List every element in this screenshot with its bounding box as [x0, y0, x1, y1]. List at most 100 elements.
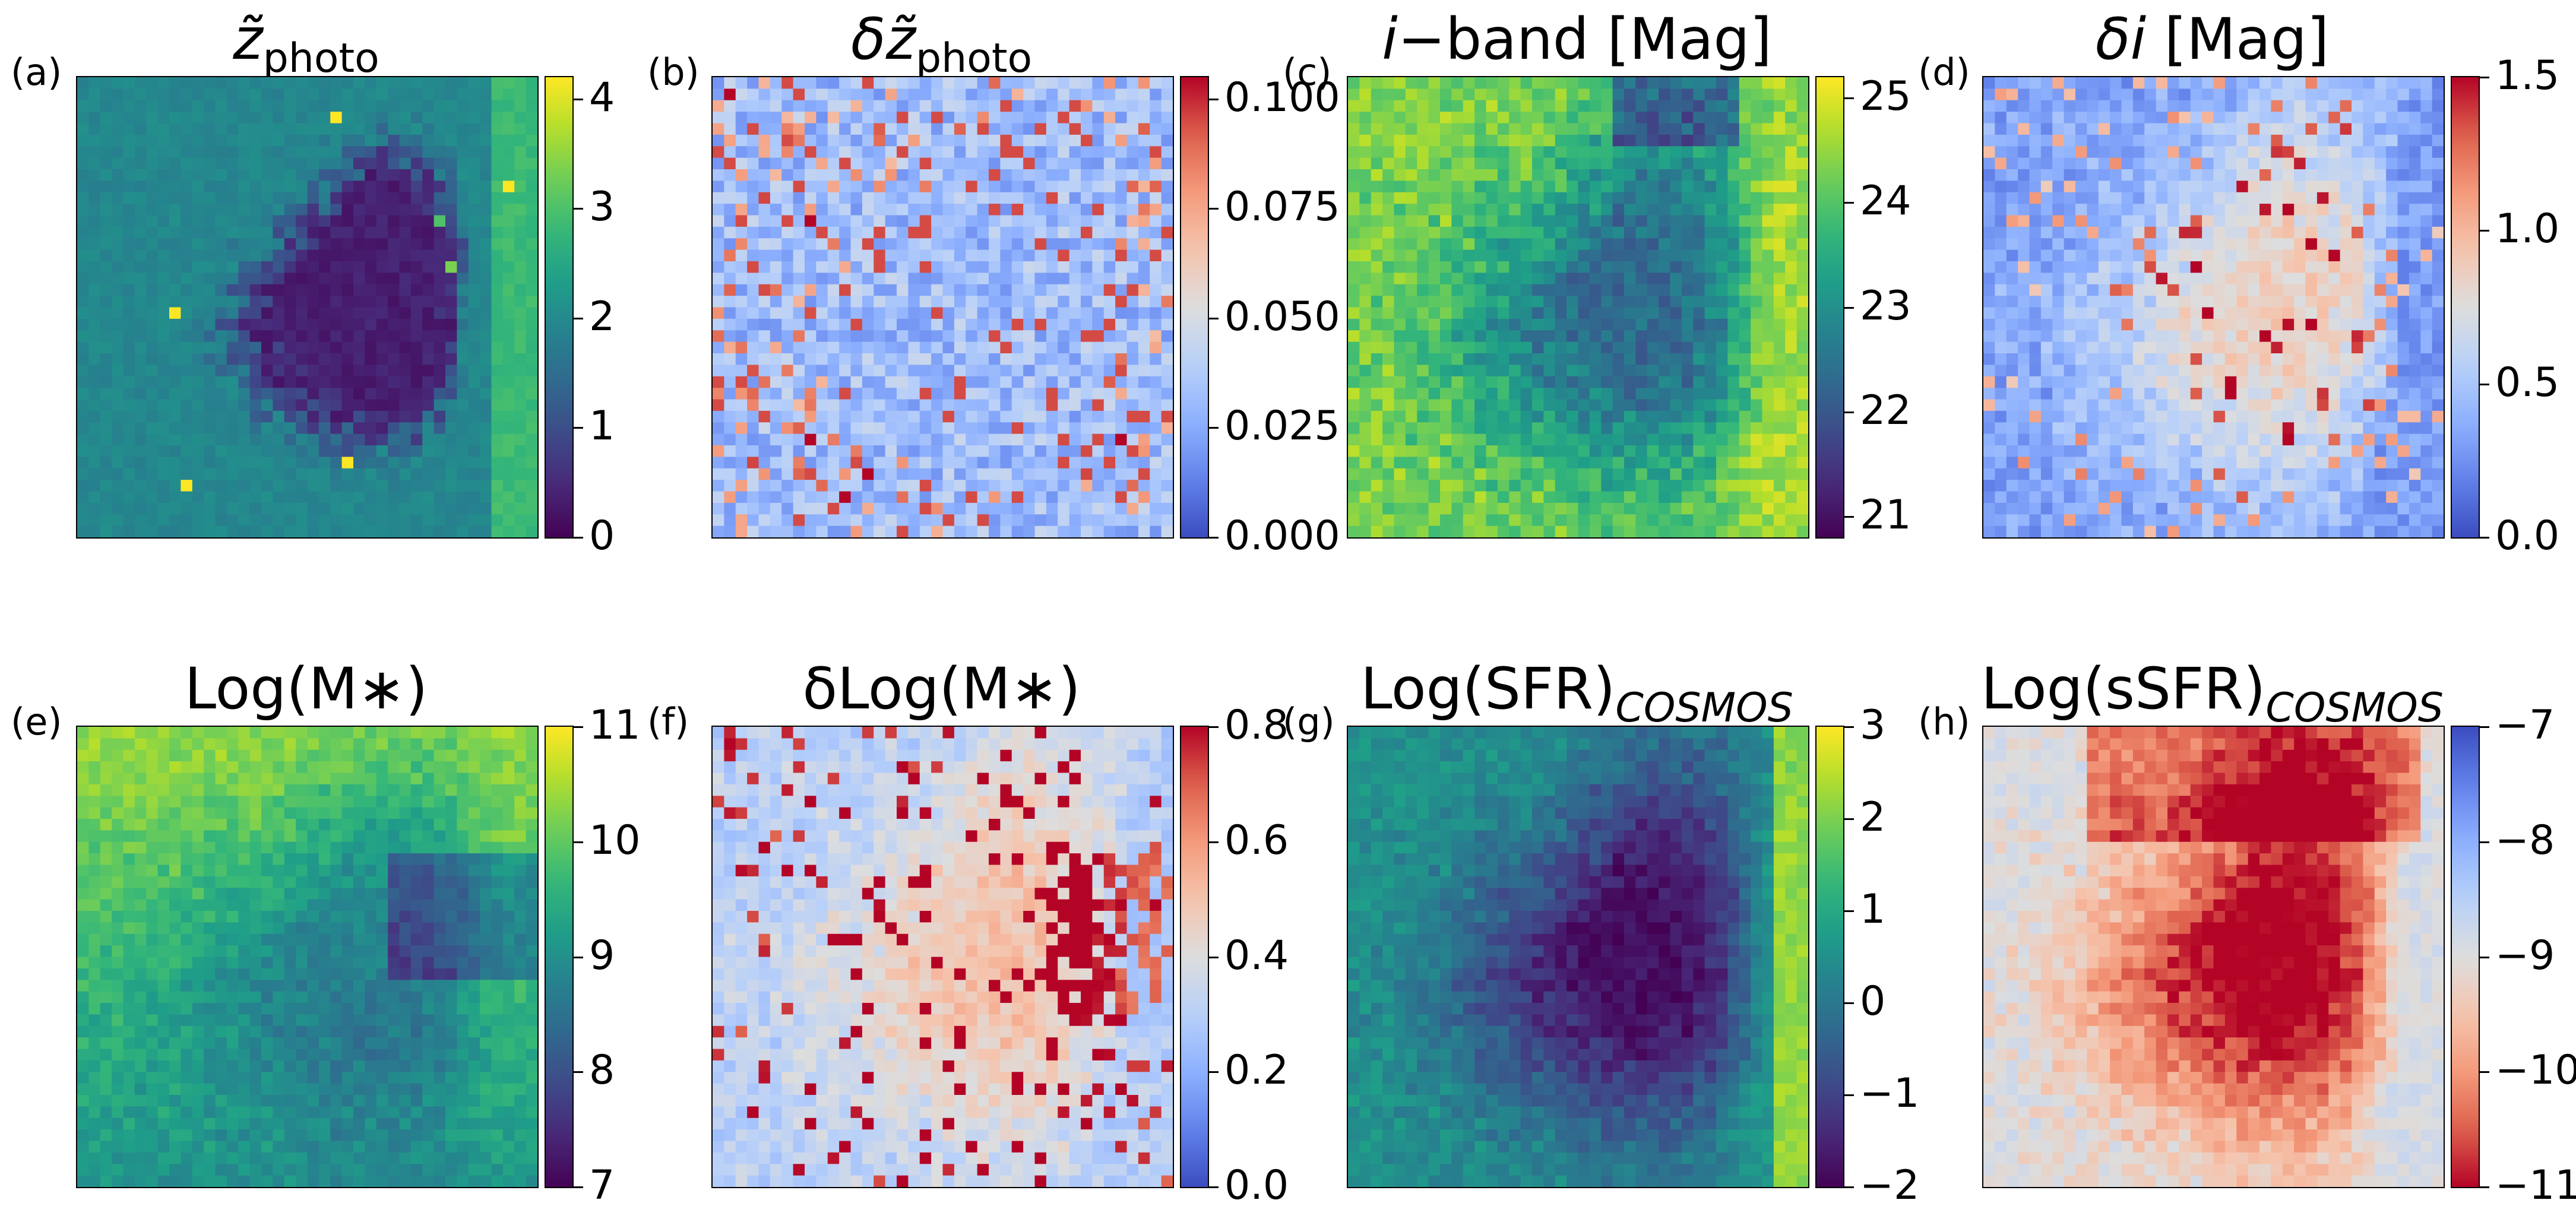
heatmap-cell [1138, 192, 1150, 204]
heatmap-cell [273, 525, 285, 537]
heatmap-cell [1762, 261, 1774, 273]
heatmap-cell [839, 353, 852, 365]
heatmap-cell [966, 480, 978, 492]
heatmap-cell [827, 422, 840, 435]
heatmap-cell [1727, 353, 1740, 365]
heatmap-cell [204, 341, 216, 354]
heatmap-cell [1394, 433, 1406, 446]
heatmap-cell [1011, 341, 1024, 354]
heatmap-cell [238, 284, 251, 296]
colorbar-tick-label: 0.025 [1224, 403, 1340, 450]
heatmap-cell [480, 88, 492, 101]
heatmap-cell [989, 365, 1001, 377]
heatmap-cell [1659, 353, 1671, 365]
heatmap-cell [805, 445, 817, 457]
heatmap-cell [468, 192, 480, 204]
heatmap-cell [2432, 77, 2444, 89]
heatmap-cell [758, 445, 771, 457]
heatmap-cell [181, 100, 193, 112]
heatmap-cell [966, 226, 978, 239]
heatmap-cell [399, 181, 412, 193]
heatmap-cell [770, 365, 782, 377]
heatmap-cell [215, 192, 227, 204]
heatmap-cell [1115, 192, 1128, 204]
heatmap-cell [954, 318, 966, 331]
heatmap-cell [181, 457, 193, 469]
heatmap-cell [2121, 77, 2134, 89]
heatmap-cell [989, 284, 1001, 296]
heatmap-cell [1635, 480, 1648, 492]
heatmap-cell [1693, 353, 1705, 365]
heatmap-cell [1382, 410, 1395, 423]
heatmap-cell [897, 169, 909, 181]
heatmap-cell [249, 365, 262, 377]
heatmap-cell [1578, 296, 1590, 308]
heatmap-cell [1751, 192, 1763, 204]
heatmap-cell [1497, 238, 1509, 251]
heatmap-cell [1520, 502, 1533, 515]
heatmap-cell [1520, 77, 1533, 89]
heatmap-cell [1601, 468, 1613, 480]
heatmap-cell [146, 157, 159, 170]
heatmap-cell [1785, 88, 1797, 101]
heatmap-cell [1463, 514, 1475, 527]
heatmap-cell [977, 249, 989, 262]
heatmap-cell [862, 307, 874, 319]
heatmap-cell [1509, 181, 1521, 193]
heatmap-cell [353, 399, 365, 411]
heatmap-cell [514, 261, 527, 273]
heatmap-cell [758, 192, 771, 204]
heatmap-cell [2179, 100, 2191, 112]
heatmap-cell [1348, 365, 1360, 377]
heatmap-cell [226, 502, 239, 515]
heatmap-cell [977, 204, 989, 216]
heatmap-cell [735, 365, 748, 377]
heatmap-cell [1670, 238, 1682, 251]
heatmap-cell [781, 514, 794, 527]
heatmap-cell [261, 376, 273, 388]
heatmap-cell [735, 376, 748, 388]
heatmap-cell [1034, 307, 1047, 319]
title-part: δz̃ [850, 6, 916, 72]
heatmap-cell [1394, 307, 1406, 319]
heatmap-cell [1589, 204, 1602, 216]
heatmap-cell [491, 77, 504, 89]
heatmap-cell [1394, 192, 1406, 204]
heatmap-cell [341, 422, 354, 435]
heatmap-cell [1796, 215, 1808, 227]
heatmap-cell [1486, 410, 1498, 423]
heatmap-cell [758, 169, 771, 181]
heatmap-cell [713, 77, 724, 89]
heatmap-cell [1486, 433, 1498, 446]
heatmap-cell [123, 433, 135, 446]
heatmap-cell [1716, 330, 1728, 343]
heatmap-cell [2075, 88, 2087, 101]
heatmap-cell [1474, 112, 1487, 124]
heatmap-cell [1359, 249, 1372, 262]
heatmap-cell [284, 181, 296, 193]
heatmap-cell [1612, 146, 1625, 159]
heatmap-cell [491, 157, 504, 170]
heatmap-cell [399, 169, 412, 181]
heatmap-cell [770, 307, 782, 319]
heatmap-cell [112, 181, 124, 193]
heatmap-cell [100, 365, 112, 377]
heatmap-cell [1440, 249, 1452, 262]
heatmap-cell [238, 249, 251, 262]
heatmap-cell [1647, 388, 1659, 400]
heatmap-cell [1034, 112, 1047, 124]
heatmap-cell [1693, 296, 1705, 308]
heatmap-cell [433, 261, 446, 273]
heatmap-cell [1474, 296, 1487, 308]
heatmap-cell [1785, 491, 1797, 504]
colorbar-tick-label: 0.000 [1224, 512, 1340, 559]
heatmap-cell [1359, 181, 1372, 193]
heatmap-cell [215, 525, 227, 537]
heatmap-cell [1359, 157, 1372, 170]
heatmap-cell [226, 134, 239, 147]
heatmap-cell [747, 296, 759, 308]
heatmap-cell [2087, 77, 2099, 89]
heatmap-cell [874, 204, 886, 216]
heatmap-cell [793, 376, 805, 388]
heatmap-cell [1659, 181, 1671, 193]
